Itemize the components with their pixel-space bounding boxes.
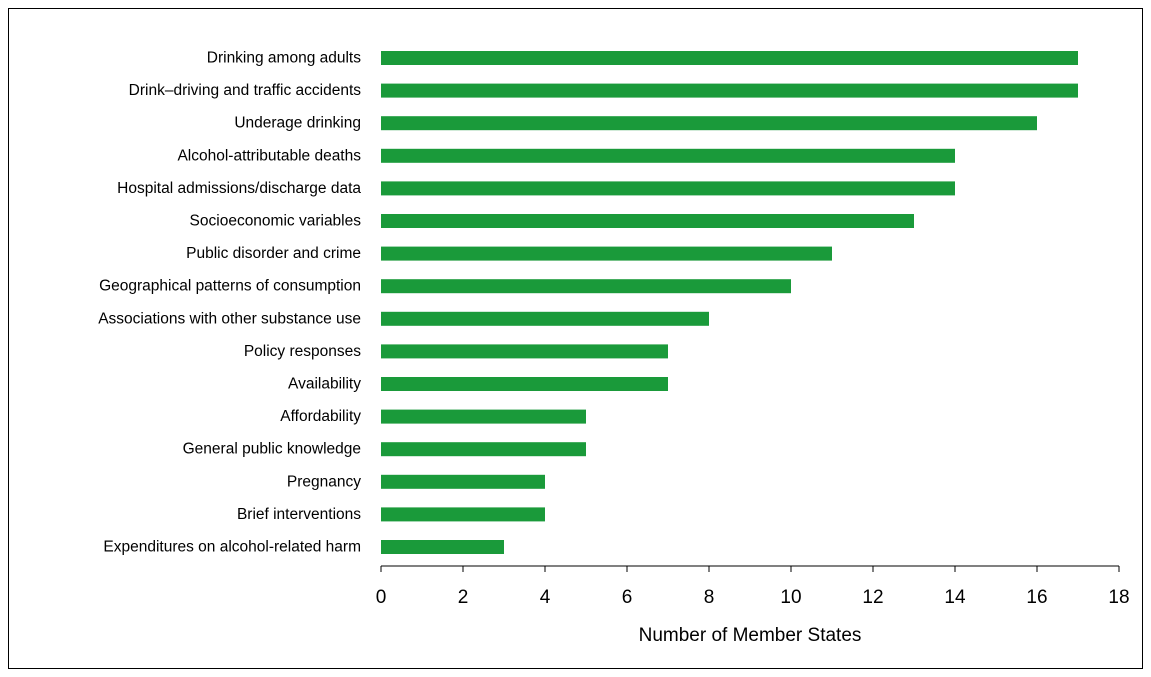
category-label: Associations with other substance use (98, 310, 361, 327)
bar (381, 83, 1078, 98)
x-tick-label: 18 (1108, 587, 1129, 608)
x-axis-ticks: 0 2 4 6 8 10 12 14 16 18 (376, 566, 1130, 608)
category-label: Alcohol-attributable deaths (177, 147, 361, 164)
x-tick-label: 10 (780, 587, 801, 608)
category-label: Socioeconomic variables (190, 213, 362, 230)
category-labels: Drinking among adults Drink–driving and t… (98, 50, 361, 556)
category-label: Expenditures on alcohol-related harm (103, 539, 361, 556)
bar (381, 181, 955, 196)
bar (381, 246, 832, 261)
category-label: General public knowledge (183, 441, 361, 458)
bar (381, 51, 1078, 65)
bar (381, 344, 668, 359)
category-label: Drink–driving and traffic accidents (129, 82, 362, 99)
category-label: Geographical patterns of consumption (99, 278, 361, 295)
category-label: Public disorder and crime (186, 245, 361, 262)
x-tick-label: 12 (862, 587, 883, 608)
bar (381, 311, 709, 326)
bar (381, 377, 668, 391)
x-axis-title: Number of Member States (639, 625, 862, 646)
x-tick-label: 8 (704, 587, 715, 608)
bar (381, 474, 545, 489)
bars-group (381, 51, 1078, 554)
bar (381, 214, 914, 228)
category-label: Policy responses (244, 343, 361, 360)
bar (381, 116, 1037, 131)
bar (381, 507, 545, 522)
category-label: Availability (288, 376, 361, 393)
x-tick-label: 16 (1026, 587, 1047, 608)
category-label: Underage drinking (234, 115, 361, 132)
category-label: Drinking among adults (207, 50, 361, 67)
x-tick-label: 14 (944, 587, 966, 608)
bar (381, 540, 504, 554)
category-label: Hospital admissions/discharge data (117, 180, 361, 197)
x-tick-label: 6 (622, 587, 633, 608)
x-tick-label: 0 (376, 587, 387, 608)
bar (381, 279, 791, 294)
bar (381, 148, 955, 163)
category-label: Brief interventions (237, 506, 361, 523)
category-label: Pregnancy (287, 473, 361, 490)
bar (381, 442, 586, 457)
category-label: Affordability (280, 408, 361, 425)
bar (381, 409, 586, 424)
x-tick-label: 2 (458, 587, 469, 608)
x-tick-label: 4 (540, 587, 551, 608)
